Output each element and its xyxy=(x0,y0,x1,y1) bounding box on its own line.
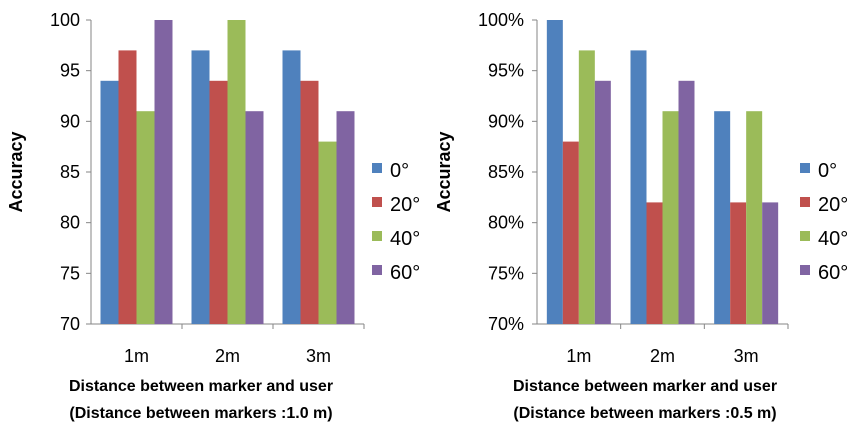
bar-3m-series-1 xyxy=(730,202,747,324)
legend-swatch xyxy=(372,163,382,173)
bar-3m-series-0 xyxy=(714,111,731,324)
y-axis-label: Accuracy xyxy=(434,131,454,212)
x-tick-label: 1m xyxy=(566,346,591,366)
legend-swatch xyxy=(800,231,810,241)
bar-2m-series-1 xyxy=(209,80,228,324)
x-tick-label: 3m xyxy=(734,346,759,366)
x-axis-label: Distance between marker and user xyxy=(513,378,777,395)
y-tick-label: 70% xyxy=(488,314,524,334)
bar-2m-series-2 xyxy=(662,111,679,324)
bar-1m-series-1 xyxy=(118,50,137,325)
y-tick-label: 80 xyxy=(60,213,80,233)
chart-left: 70 75 80 85 90 95 100 1m 2m 3m Accuracy Distance be… xyxy=(6,10,420,422)
legend-swatch xyxy=(372,231,382,241)
legend-label: 0° xyxy=(818,160,837,182)
y-axis-label: Accuracy xyxy=(6,131,26,212)
x-tick-label: 2m xyxy=(215,346,240,366)
bar-1m-series-0 xyxy=(546,20,563,324)
bar-1m-series-2 xyxy=(136,111,155,324)
bar-3m-series-3 xyxy=(336,111,355,324)
bar-3m-series-3 xyxy=(762,202,779,324)
legend-swatch xyxy=(800,265,810,275)
y-tick-label: 95% xyxy=(488,61,524,81)
bar-2m-series-0 xyxy=(630,50,647,325)
legend-swatch xyxy=(372,265,382,275)
legend-label: 0° xyxy=(390,160,409,182)
legend-label: 60° xyxy=(818,262,848,284)
y-tick-label: 90 xyxy=(60,111,80,131)
y-tick-label: 75 xyxy=(60,263,80,283)
chart-right: 70% 75% 80% 85% 90% 95% 100% 1m 2m 3m Accuracy Dist… xyxy=(434,10,848,422)
x-tick-label: 2m xyxy=(650,346,675,366)
y-tick-label: 70 xyxy=(60,314,80,334)
y-tick-label: 100% xyxy=(478,10,524,30)
legend-label: 20° xyxy=(390,194,420,216)
y-tick-label: 85% xyxy=(488,162,524,182)
y-tick-label: 75% xyxy=(488,263,524,283)
legend-swatch xyxy=(372,197,382,207)
bar-2m-series-3 xyxy=(245,111,264,324)
y-tick-label: 90% xyxy=(488,111,524,131)
x-axis-sublabel: (Distance between markers :0.5 m) xyxy=(513,405,776,422)
bar-1m-series-0 xyxy=(100,80,119,324)
y-tick-label: 85 xyxy=(60,162,80,182)
x-axis-sublabel: (Distance between markers :1.0 m) xyxy=(69,405,332,422)
bar-2m-series-1 xyxy=(646,202,663,324)
bar-3m-series-2 xyxy=(746,111,763,324)
bar-2m-series-0 xyxy=(191,50,210,325)
legend-label: 60° xyxy=(390,262,420,284)
bar-3m-series-0 xyxy=(282,50,301,325)
bar-1m-series-3 xyxy=(154,20,173,324)
legend-swatch xyxy=(800,197,810,207)
legend-label: 40° xyxy=(818,228,848,250)
y-tick-label: 80% xyxy=(488,213,524,233)
bar-2m-series-3 xyxy=(678,80,695,324)
legend-swatch xyxy=(800,163,810,173)
legend-label: 40° xyxy=(390,228,420,250)
bar-1m-series-3 xyxy=(594,80,611,324)
x-tick-label: 1m xyxy=(124,346,149,366)
bar-3m-series-2 xyxy=(318,141,337,324)
bar-1m-series-1 xyxy=(562,141,579,324)
x-axis-label: Distance between marker and user xyxy=(69,378,333,395)
x-tick-label: 3m xyxy=(306,346,331,366)
y-tick-label: 95 xyxy=(60,61,80,81)
bar-2m-series-2 xyxy=(227,20,246,324)
y-tick-label: 100 xyxy=(50,10,80,30)
legend-label: 20° xyxy=(818,194,848,216)
bar-1m-series-2 xyxy=(578,50,595,325)
bar-3m-series-1 xyxy=(300,80,319,324)
